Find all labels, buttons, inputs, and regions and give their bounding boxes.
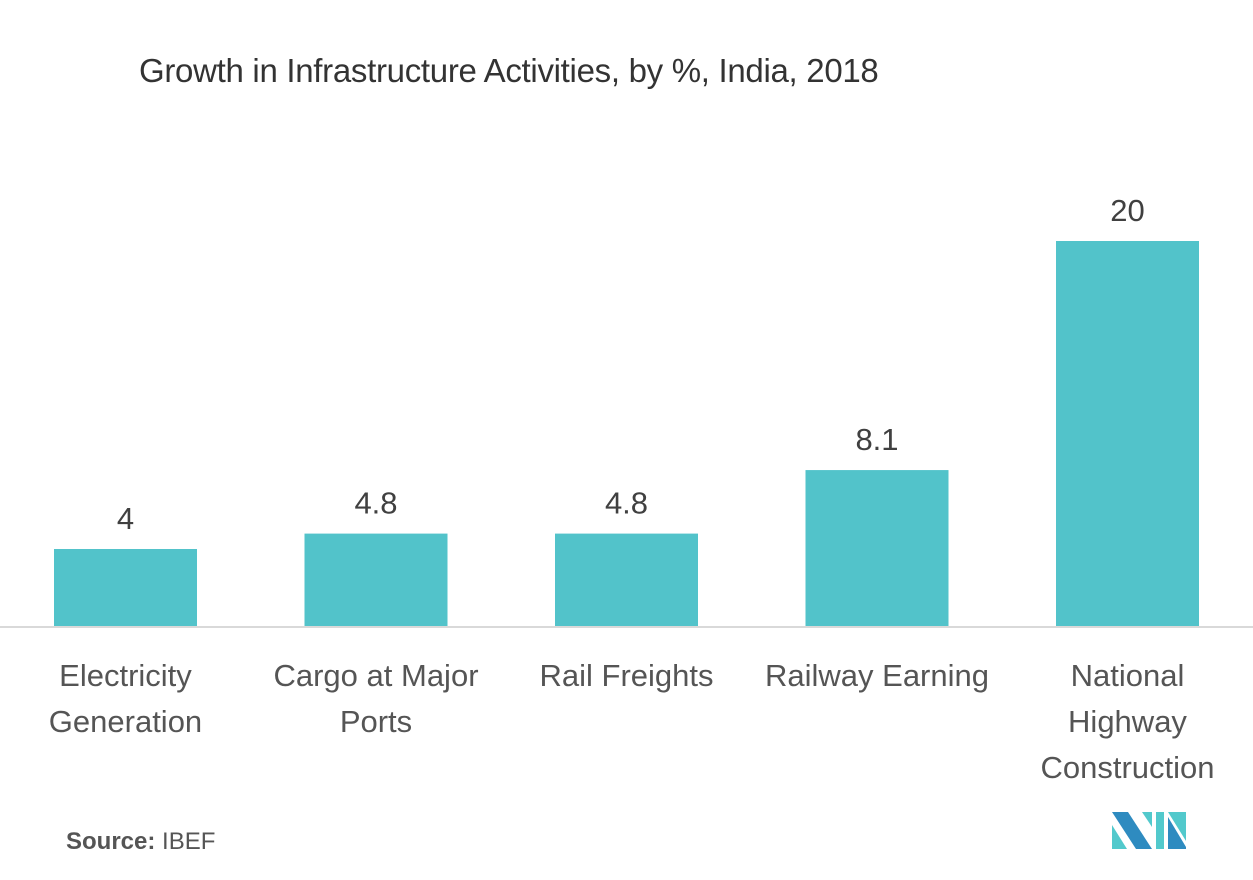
chart-title: Growth in Infrastructure Activities, by … — [139, 52, 879, 89]
category-label-1-line-1: Electricity — [59, 658, 192, 693]
bars-group — [54, 241, 1199, 626]
category-labels-group: Electricity Generation Cargo at Major Ports… — [49, 658, 1215, 785]
bar-3 — [555, 533, 698, 626]
value-label-2: 4.8 — [354, 486, 397, 521]
category-label-2-line-2: Ports — [340, 704, 412, 739]
value-label-4: 8.1 — [855, 422, 898, 457]
value-label-5: 20 — [1110, 193, 1144, 228]
bar-5 — [1056, 241, 1199, 626]
bar-1 — [54, 549, 197, 626]
source-value: IBEF — [162, 828, 216, 855]
value-label-3: 4.8 — [605, 486, 648, 521]
logo-shape — [1112, 825, 1127, 849]
category-label-3-line-1: Rail Freights — [540, 658, 714, 693]
source-note: Source: IBEF — [66, 828, 215, 856]
category-label-5-line-3: Construction — [1040, 750, 1214, 785]
logo-shape — [1142, 812, 1152, 827]
mordor-intelligence-logo-icon — [1112, 812, 1186, 849]
bar-4 — [805, 470, 949, 626]
category-label-2-line-1: Cargo at Major — [273, 658, 478, 693]
category-label-5-line-1: National — [1071, 658, 1185, 693]
bar-2 — [304, 533, 448, 626]
logo-shape — [1156, 812, 1164, 849]
logo-shape — [1112, 812, 1152, 849]
category-label-1-line-2: Generation — [49, 704, 202, 739]
value-label-1: 4 — [117, 501, 134, 536]
category-label-4-line-1: Railway Earning — [765, 658, 989, 693]
bar-chart: 4 4.8 4.8 8.1 20 Electricity Generation Cargo … — [0, 193, 1253, 785]
source-label: Source: — [66, 828, 156, 855]
value-labels-group: 4 4.8 4.8 8.1 20 — [117, 193, 1145, 536]
category-label-5-line-2: Highway — [1068, 704, 1187, 739]
logo-shape — [1168, 812, 1186, 841]
logo-shape — [1168, 817, 1186, 849]
